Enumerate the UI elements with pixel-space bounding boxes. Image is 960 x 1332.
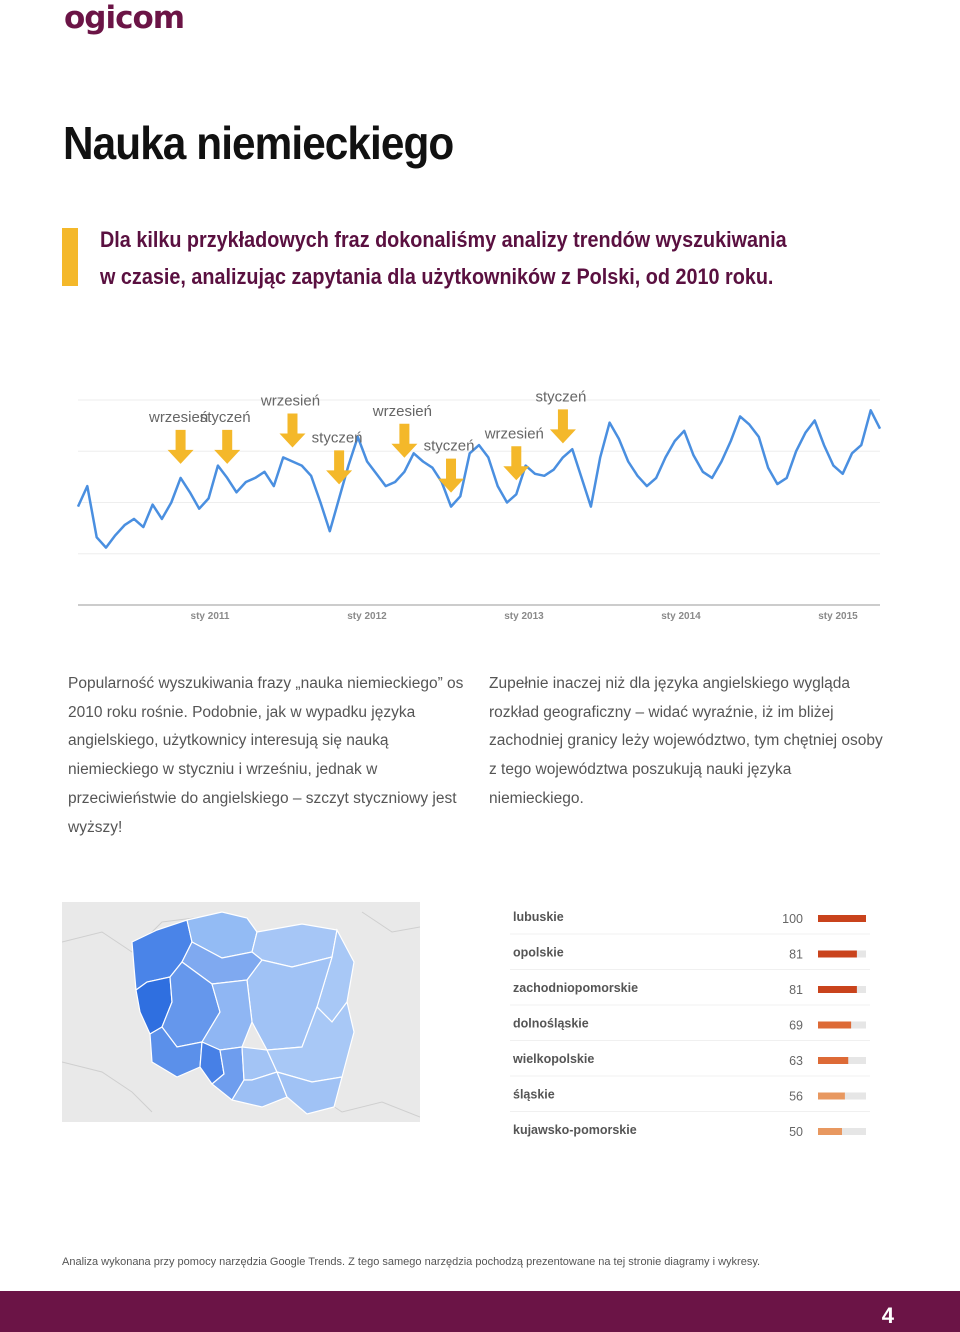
bar bbox=[818, 950, 857, 958]
category-label: zachodniopomorskie bbox=[513, 981, 638, 995]
annotation-arrow bbox=[214, 429, 241, 464]
value-label: 69 bbox=[789, 1019, 803, 1033]
category-label: kujawsko-pomorskie bbox=[513, 1123, 637, 1137]
annotation-label: styczeń bbox=[536, 388, 587, 405]
bar bbox=[818, 986, 857, 993]
value-label: 81 bbox=[789, 948, 803, 962]
x-tick-label: sty 2012 bbox=[347, 611, 387, 622]
value-label: 50 bbox=[789, 1125, 803, 1139]
category-label: dolnośląskie bbox=[513, 1017, 589, 1031]
annotation-arrow bbox=[503, 446, 530, 481]
value-label: 81 bbox=[789, 983, 803, 997]
annotation-arrow bbox=[549, 409, 576, 444]
intro-line-1: Dla kilku przykładowych fraz dokonaliśmy… bbox=[100, 227, 787, 252]
annotation-label: wrzesień bbox=[372, 403, 432, 420]
paragraph-right: Zupełnie inaczej niż dla języka angielsk… bbox=[489, 675, 883, 807]
annotation-label: wrzesień bbox=[260, 393, 320, 410]
bar bbox=[818, 915, 866, 922]
value-label: 100 bbox=[782, 912, 803, 926]
poland-map bbox=[62, 902, 420, 1122]
trend-line-chart: sty 2011 sty 2012 sty 2013 sty 2014 sty 2015… bbox=[76, 388, 882, 622]
category-label: opolskie bbox=[513, 946, 564, 960]
footer-note: Analiza wykonana przy pomocy narzędzia G… bbox=[62, 1256, 761, 1268]
annotation-label: styczeń bbox=[424, 438, 475, 455]
bar bbox=[818, 1128, 842, 1135]
ogicom-logo: ogicom bbox=[64, 0, 185, 36]
annotation-arrow bbox=[167, 429, 194, 464]
value-label: 63 bbox=[789, 1054, 803, 1068]
category-label: śląskie bbox=[513, 1088, 555, 1102]
annotation-label: wrzesień bbox=[484, 425, 544, 442]
intro-line-2: w czasie, analizując zapytania dla użytk… bbox=[100, 264, 774, 289]
paragraph-left: Popularność wyszukiwania frazy „nauka ni… bbox=[68, 675, 464, 836]
x-tick-label: sty 2013 bbox=[504, 611, 544, 622]
x-tick-label: sty 2015 bbox=[818, 611, 858, 622]
bottom-band bbox=[0, 1291, 960, 1332]
annotation-label: styczeń bbox=[200, 409, 251, 426]
bar bbox=[818, 1092, 845, 1100]
value-label: 56 bbox=[789, 1090, 803, 1104]
region-podkarpackie bbox=[275, 1071, 343, 1115]
page-title: Nauka niemieckiego bbox=[63, 117, 454, 169]
annotation-label: styczeń bbox=[312, 429, 363, 446]
annotation-arrow bbox=[279, 413, 306, 448]
category-label: lubuskie bbox=[513, 910, 564, 924]
x-tick-label: sty 2014 bbox=[661, 611, 701, 622]
region-bar-chart: lubuskie 100 opolskie 81 zachodniopomorskie 8… bbox=[510, 910, 870, 1139]
x-tick-label: sty 2011 bbox=[191, 611, 230, 622]
page-number: 4 bbox=[881, 1303, 894, 1328]
bar bbox=[818, 1057, 849, 1064]
bar bbox=[818, 1021, 852, 1029]
category-label: wielkopolskie bbox=[512, 1052, 594, 1066]
annotation-arrow bbox=[438, 458, 465, 493]
annotation-arrow bbox=[391, 423, 418, 458]
series-line bbox=[76, 409, 882, 549]
region-lubelskie bbox=[266, 1000, 355, 1083]
annotation-label: wrzesień bbox=[148, 409, 208, 426]
accent-bar bbox=[62, 228, 78, 286]
annotation-arrow bbox=[326, 450, 353, 485]
